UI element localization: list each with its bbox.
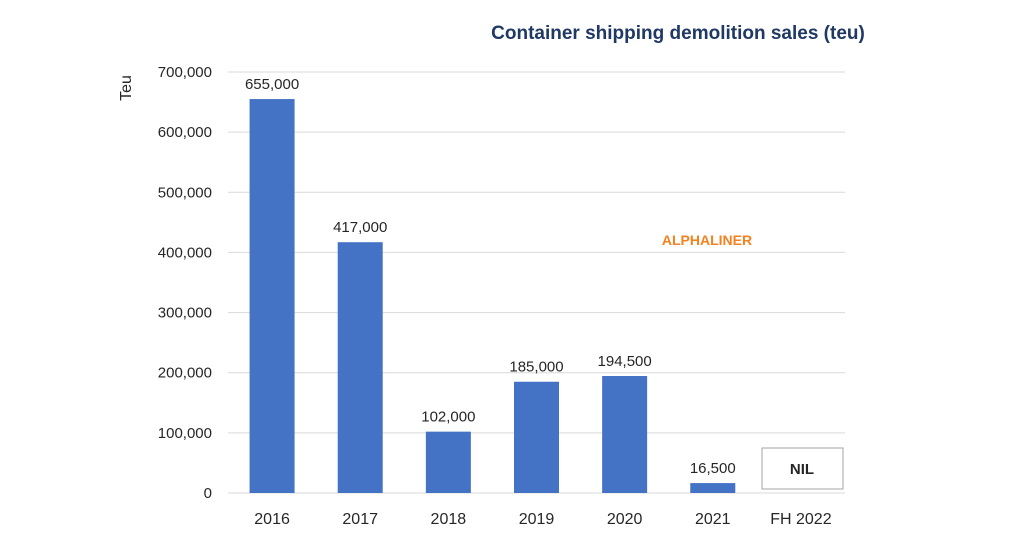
y-tick-label: 100,000 [158, 425, 212, 442]
nil-label: NIL [790, 461, 814, 478]
y-tick-label: 200,000 [158, 365, 212, 382]
chart-title: Container shipping demolition sales (teu… [491, 23, 865, 44]
x-tick-label: 2021 [695, 511, 731, 528]
y-tick-label: 0 [204, 485, 212, 502]
bar-2021 [690, 483, 736, 493]
x-tick-label: 2016 [254, 511, 290, 528]
bar-2017 [337, 242, 383, 493]
nil-box [761, 447, 844, 490]
data-label: 417,000 [333, 219, 387, 236]
gridlines [228, 71, 845, 494]
x-tick-label: 2020 [607, 511, 643, 528]
bar-2016 [249, 99, 295, 494]
y-axis-label: Teu [118, 75, 135, 101]
x-axis-ticks: 2016 2017 2018 2019 2020 2021 FH 2022 [254, 511, 831, 528]
bar-2018 [425, 431, 471, 493]
bar-2019 [514, 381, 559, 493]
x-tick-label: 2017 [342, 511, 378, 528]
bars [249, 99, 736, 494]
y-tick-label: 300,000 [158, 305, 212, 322]
y-tick-label: 400,000 [158, 244, 212, 261]
data-label: 185,000 [509, 359, 563, 376]
bar-2020 [602, 376, 648, 493]
data-label: 16,500 [690, 460, 736, 477]
y-axis-ticks: 0 100,000 200,000 300,000 400,000 500,000 600,… [158, 64, 212, 502]
data-label: 102,000 [421, 409, 475, 426]
x-tick-label: 2019 [519, 511, 555, 528]
data-label: 194,500 [598, 353, 652, 370]
y-tick-label: 500,000 [158, 184, 212, 201]
nil-annotation: NIL [761, 447, 844, 490]
x-tick-label: 2018 [431, 511, 467, 528]
x-tick-label: FH 2022 [770, 511, 831, 528]
y-tick-label: 700,000 [158, 64, 212, 81]
alphaliner-watermark: ALPHALINER [662, 232, 752, 248]
data-labels: 655,000 417,000 102,000 185,000 194,500 16,50… [245, 76, 736, 477]
data-label: 655,000 [245, 76, 299, 93]
y-tick-label: 600,000 [158, 124, 212, 141]
